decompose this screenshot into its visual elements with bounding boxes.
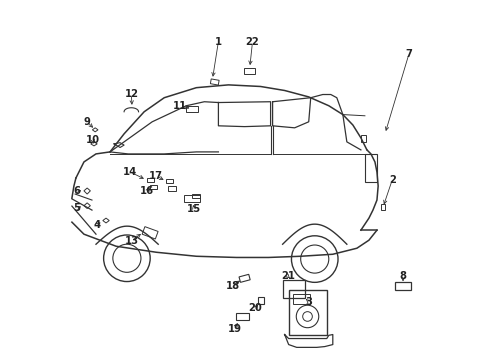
Bar [380,204,384,210]
Text: 5: 5 [73,203,80,213]
Text: 2: 2 [388,175,395,185]
Text: 15: 15 [187,204,201,214]
Bar [236,313,248,320]
Bar [184,195,200,202]
Text: 4: 4 [93,220,100,230]
Text: 18: 18 [225,280,239,291]
Bar [210,79,219,85]
Bar [244,68,254,74]
Bar [394,282,410,291]
Bar [186,106,198,112]
Bar [192,194,199,198]
Text: 11: 11 [173,101,187,111]
Text: 6: 6 [73,186,80,196]
Text: 7: 7 [405,49,412,59]
Text: 9: 9 [83,117,90,127]
Bar [166,179,172,183]
Text: 10: 10 [85,135,100,145]
Bar [149,185,157,189]
Text: 21: 21 [280,271,294,281]
Bar [142,227,158,239]
Text: 8: 8 [399,271,406,281]
Text: 3: 3 [305,297,311,307]
Bar [282,280,304,298]
Bar [239,274,250,282]
Text: 14: 14 [123,167,137,177]
Text: 16: 16 [140,186,154,196]
Bar [147,178,153,182]
Text: 20: 20 [248,303,262,314]
Text: 13: 13 [124,236,138,246]
Bar [168,186,176,191]
Text: 22: 22 [245,36,259,46]
Bar [293,294,309,305]
Bar [288,291,326,334]
Text: 12: 12 [124,89,138,99]
Text: 17: 17 [149,171,163,181]
Bar [360,135,365,142]
Bar [364,154,376,182]
Text: 1: 1 [214,36,222,46]
Bar [258,297,263,305]
Text: 19: 19 [227,324,241,333]
